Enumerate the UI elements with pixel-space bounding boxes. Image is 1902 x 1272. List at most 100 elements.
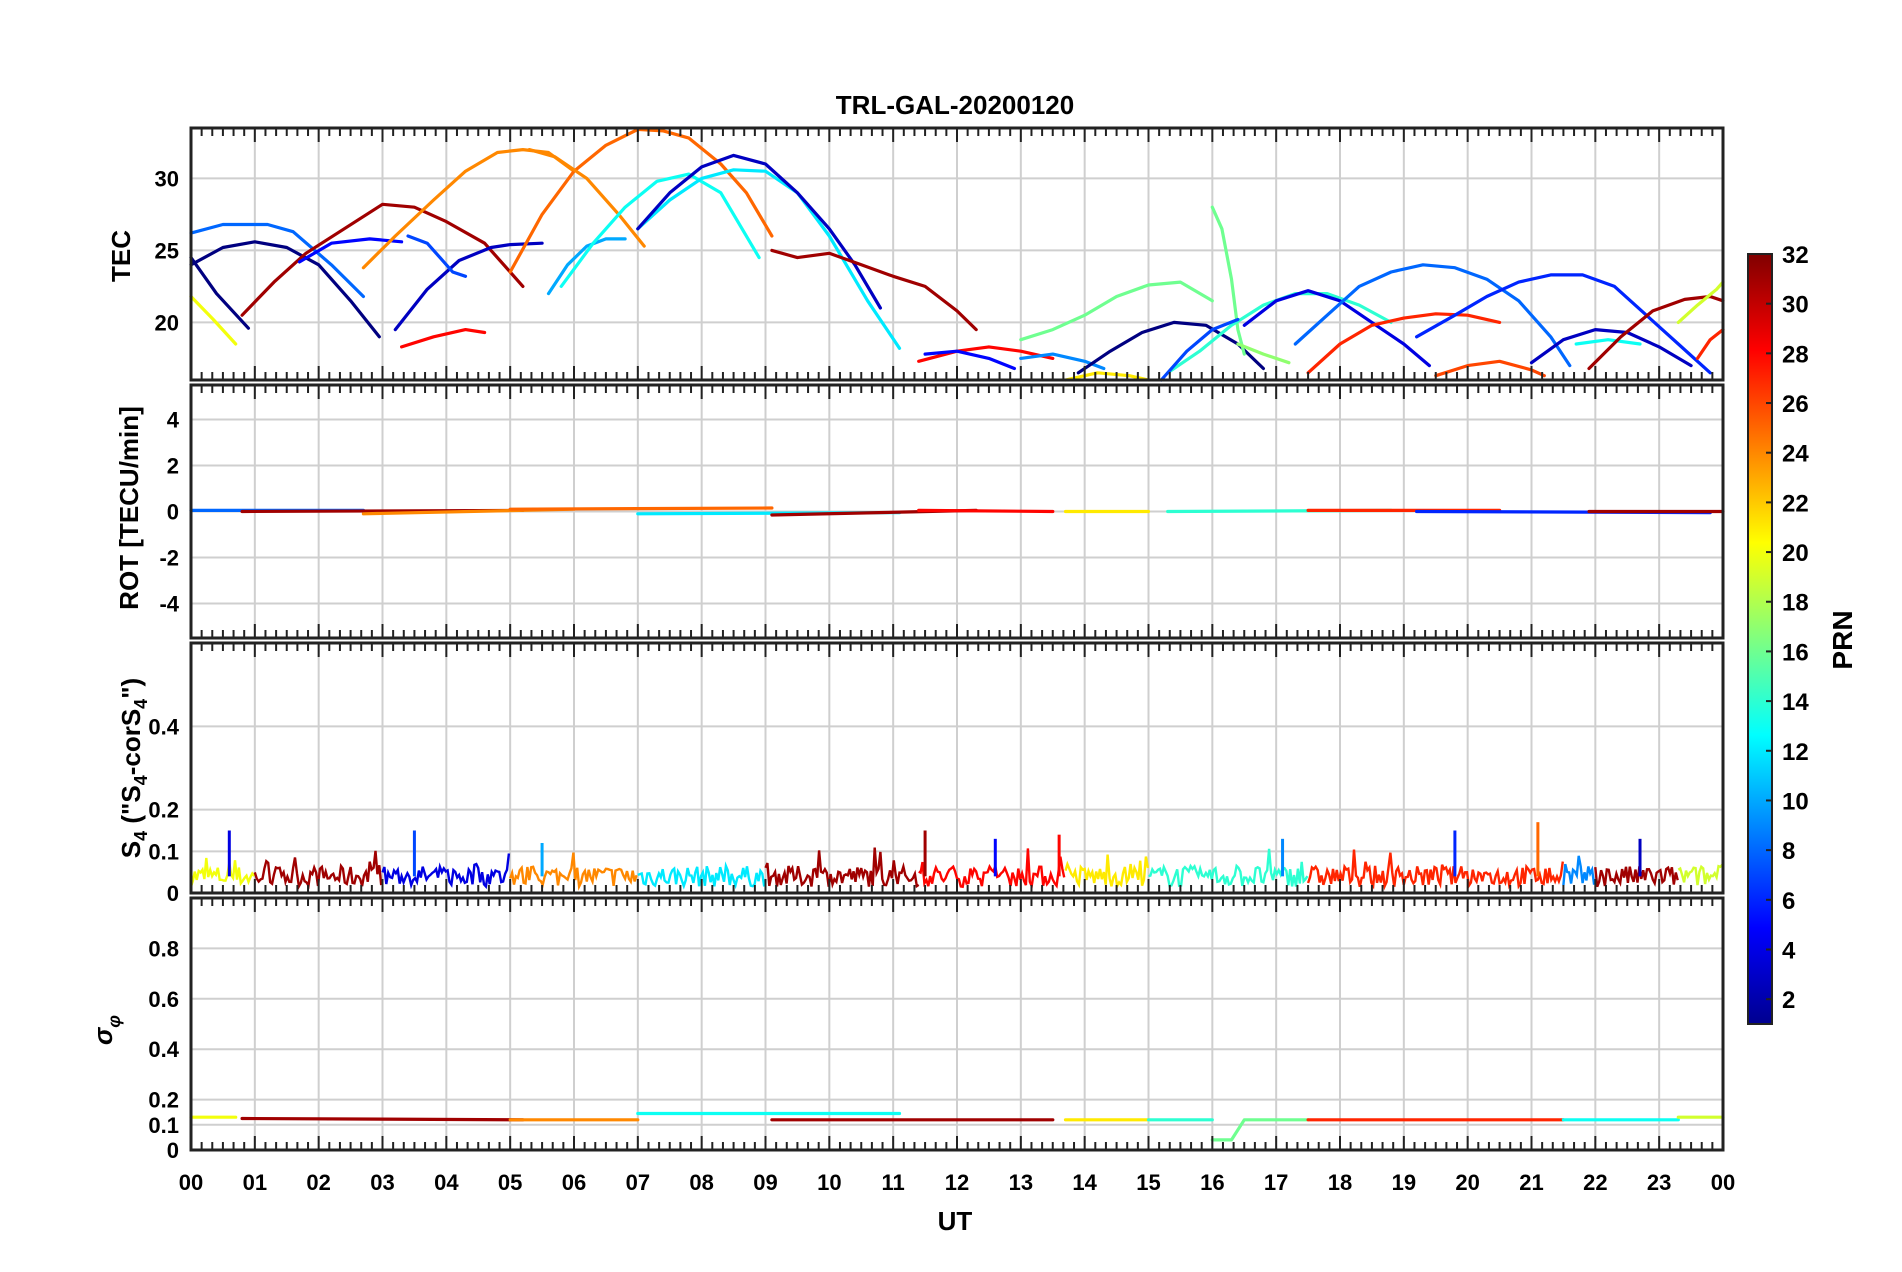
- x-tick-label: 00: [179, 1170, 203, 1195]
- x-tick-label: 17: [1264, 1170, 1288, 1195]
- series-line: [1063, 371, 1151, 382]
- x-tick-label: 19: [1392, 1170, 1416, 1195]
- x-tick-label: 07: [626, 1170, 650, 1195]
- series-line: [1242, 289, 1432, 368]
- series-line: [240, 202, 525, 317]
- series-line: [1306, 849, 1564, 891]
- x-tick-label: 05: [498, 1170, 522, 1195]
- series-line: [1587, 294, 1725, 371]
- series-line: [393, 241, 544, 332]
- series-line: [917, 508, 1055, 514]
- x-tick-label: 20: [1455, 1170, 1479, 1195]
- x-tick-label: 02: [306, 1170, 330, 1195]
- y-tick-label: 0.2: [148, 798, 179, 823]
- s4-ylabel: S4 ("S4-corS4"): [116, 678, 151, 858]
- x-tick-label: 14: [1072, 1170, 1097, 1195]
- sigma-ylabel: σφ: [88, 1015, 124, 1045]
- x-tick-label: 22: [1583, 1170, 1607, 1195]
- series-line: [1574, 338, 1642, 346]
- series-line: [1562, 855, 1596, 886]
- x-tick-label: 04: [434, 1170, 459, 1195]
- colorbar-tick-label: 12: [1782, 739, 1809, 766]
- series-line: [189, 222, 365, 299]
- series-line: [636, 168, 902, 350]
- x-tick-labels: 00 01 02 03 04 05 06 07 08 09 10 11 12 13 14 15 16 17 18 19…: [179, 1170, 1735, 1195]
- chart-title: TRL-GAL-20200120: [836, 90, 1074, 120]
- series-line: [1210, 1118, 1310, 1142]
- series-line: [1677, 863, 1724, 886]
- series-line: [189, 294, 238, 346]
- series-line: [1148, 848, 1309, 888]
- colorbar-tick-label: 6: [1782, 888, 1795, 915]
- series-line: [918, 848, 1066, 891]
- series-line: [1306, 312, 1502, 375]
- y-tick-label: 25: [155, 238, 179, 263]
- series-line: [1159, 317, 1240, 382]
- colorbar-tick-label: 30: [1782, 292, 1809, 319]
- x-tick-label: 12: [945, 1170, 969, 1195]
- series-line: [1236, 342, 1291, 365]
- colorbar-tick-label: 8: [1782, 838, 1795, 865]
- series-line: [1293, 263, 1572, 368]
- series-line: [1695, 328, 1725, 360]
- series-line: [1019, 352, 1106, 371]
- colorbar-label: PRN: [1827, 610, 1858, 669]
- x-tick-label: 01: [243, 1170, 267, 1195]
- rot-panel: -4 -2 0 2 4: [159, 383, 1725, 640]
- colorbar-tick-label: 22: [1782, 490, 1809, 517]
- series-line: [546, 237, 627, 296]
- tec-panel: 20 25 30: [155, 126, 1725, 382]
- series-line: [189, 857, 256, 888]
- x-axis-label: UT: [938, 1206, 973, 1236]
- x-tick-label: 13: [1009, 1170, 1033, 1195]
- x-tick-label: 11: [882, 1170, 905, 1195]
- series-line: [1676, 280, 1725, 324]
- series-line: [508, 127, 774, 274]
- colorbar-tick-label: 24: [1782, 441, 1809, 468]
- x-tick-label: 09: [753, 1170, 777, 1195]
- series-line: [297, 237, 404, 264]
- series-line: [527, 148, 646, 248]
- x-tick-label: 23: [1647, 1170, 1671, 1195]
- y-tick-label: 0.2: [148, 1088, 179, 1113]
- series-line: [636, 153, 883, 310]
- y-tick-label: 0.4: [148, 714, 179, 739]
- y-tick-label: 4: [167, 408, 180, 433]
- series-line: [770, 248, 978, 332]
- x-tick-label: 10: [817, 1170, 841, 1195]
- series-line: [240, 1116, 525, 1122]
- colorbar-tick-label: 4: [1782, 937, 1796, 964]
- y-tick-label: -4: [159, 592, 179, 617]
- series-line: [381, 853, 511, 890]
- x-tick-label: 03: [370, 1170, 394, 1195]
- series-line: [189, 240, 381, 339]
- series-line: [1064, 854, 1150, 890]
- series-line: [637, 861, 766, 890]
- series-line: [1529, 328, 1693, 368]
- colorbar-tick-label: 2: [1782, 987, 1795, 1014]
- series-line: [559, 172, 761, 288]
- series-line: [1434, 359, 1546, 378]
- y-tick-label: 30: [155, 166, 179, 191]
- y-tick-label: 0: [167, 500, 179, 525]
- y-tick-label: 0: [167, 1138, 179, 1163]
- series-line: [1414, 273, 1712, 375]
- series-line: [923, 349, 1017, 371]
- colorbar-tick-label: 10: [1782, 788, 1809, 815]
- x-tick-label: 08: [689, 1170, 713, 1195]
- x-tick-label: 21: [1519, 1170, 1543, 1195]
- y-tick-label: 20: [155, 310, 179, 335]
- series-line: [361, 148, 576, 270]
- series-line: [189, 256, 250, 330]
- x-tick-label: 15: [1136, 1170, 1160, 1195]
- sigma-panel: 00.10.2 0.4 0.6 0.8: [148, 896, 1725, 1163]
- series-line: [509, 852, 638, 891]
- y-tick-label: 0.1: [148, 839, 179, 864]
- series-line: [406, 234, 468, 278]
- y-tick-label: -2: [159, 546, 179, 571]
- rot-ylabel: ROT [TECU/min]: [114, 406, 144, 610]
- y-tick-label: 0.6: [148, 987, 179, 1012]
- series-line: [400, 328, 487, 349]
- series-line: [1210, 205, 1246, 356]
